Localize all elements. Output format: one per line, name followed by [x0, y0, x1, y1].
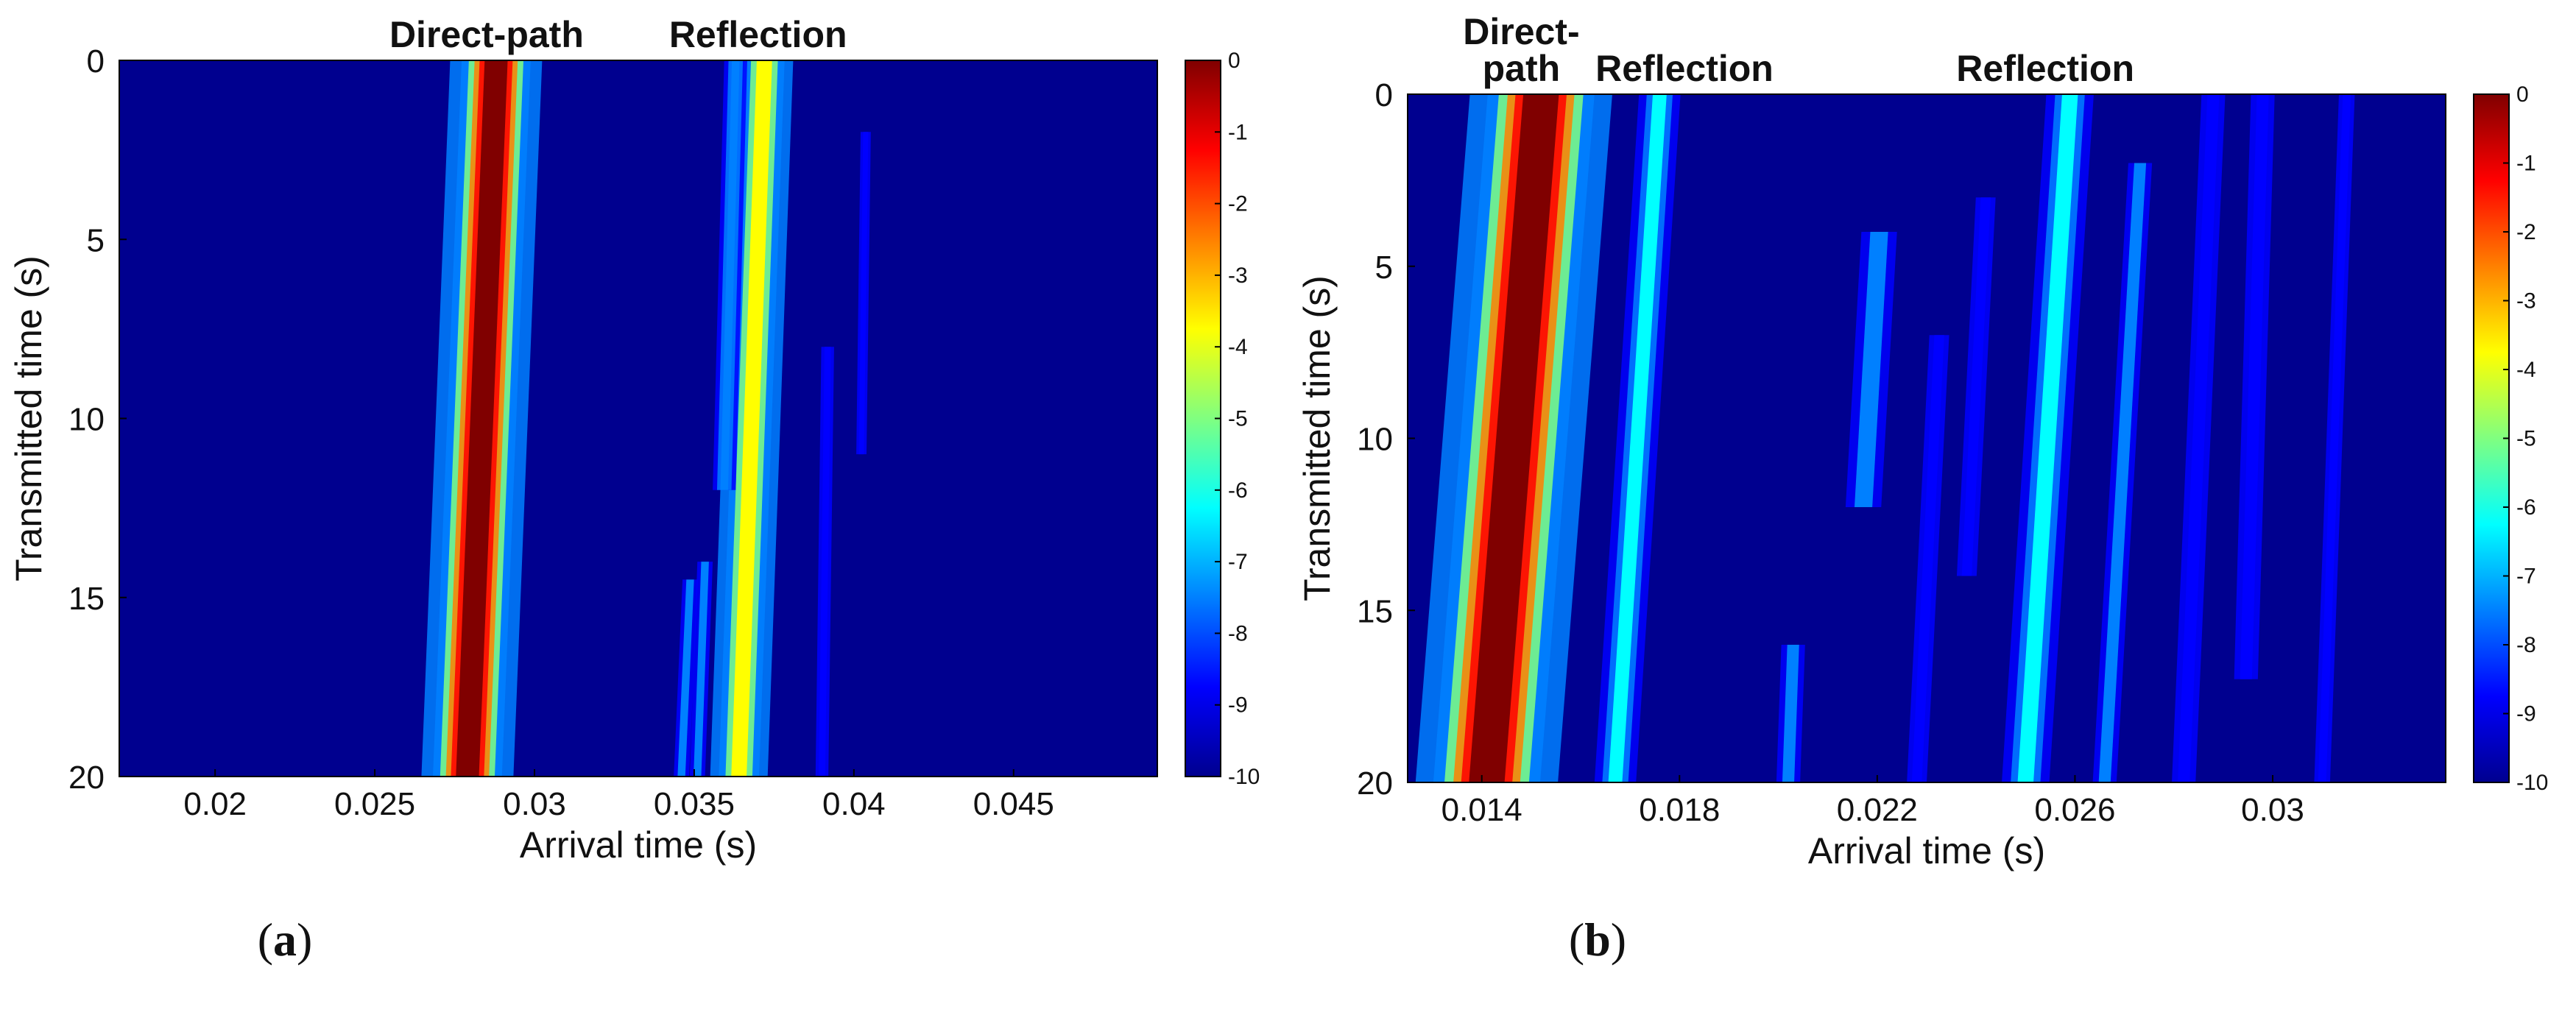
- x-tick-label: 0.014: [1441, 792, 1522, 828]
- trace-3-layer-1: [694, 562, 709, 777]
- x-tick-label: 0.045: [973, 786, 1054, 822]
- colorbar-tick-label: -9: [2516, 702, 2536, 726]
- x-tick-label: 0.018: [1639, 792, 1720, 828]
- trace-10-layer-1: [2318, 94, 2351, 782]
- colorbar-tick-label: -1: [2516, 152, 2536, 176]
- y-tick-label: 5: [87, 222, 105, 258]
- trace-6-layer-1: [1961, 197, 1991, 576]
- chart-a: 0.02 0.025 0.03 0.035 0.04 0.045 0 5 10 15 20 Arriv…: [8, 14, 1260, 866]
- x-axis-title: Arrival time (s): [1808, 830, 2045, 871]
- colorbar-tick-label: -6: [2516, 495, 2536, 520]
- y-tick-label: 5: [1375, 250, 1393, 286]
- colorbar-tick-label: -5: [1228, 407, 1248, 431]
- x-tick-label: 0.04: [822, 786, 886, 822]
- y-tick-label: 20: [1357, 765, 1393, 802]
- x-tick-label: 0.03: [503, 786, 566, 822]
- x-tick-label: 0.02: [183, 786, 247, 822]
- heatmap-traces: [1415, 94, 2355, 782]
- heatmap-traces: [421, 60, 871, 777]
- colorbar-tick-label: -10: [2516, 771, 2548, 795]
- y-tick-label: 15: [1357, 593, 1393, 629]
- colorbar-tick-label: -9: [1228, 693, 1248, 718]
- colorbar-tick-label: -3: [2516, 289, 2536, 314]
- y-axis-title: Transmitted time (s): [1296, 275, 1338, 601]
- colorbar-tick-label: 0: [1228, 49, 1241, 73]
- trace-2-layer-2: [720, 60, 740, 490]
- y-tick-label: 10: [68, 402, 105, 438]
- colorbar-tick-label: -8: [2516, 633, 2536, 657]
- trace-5-layer-1: [1911, 335, 1944, 782]
- annotation-reflection: Reflection: [1956, 48, 2134, 89]
- colorbar-tick-label: -6: [1228, 478, 1248, 503]
- panel-b: 0.014 0.018 0.022 0.026 0.03 0 5 10 15 20 Arrival …: [1288, 0, 2576, 1015]
- trace-0-layer-5: [1469, 94, 1559, 782]
- trace-5-layer-1: [858, 132, 869, 455]
- x-axis-title: Arrival time (s): [520, 824, 757, 866]
- colorbar-tick-label: -5: [2516, 427, 2536, 451]
- x-tick-label: 0.025: [334, 786, 415, 822]
- annotation-direct-path: Direct-: [1463, 11, 1579, 52]
- trace-8-layer-1: [2178, 94, 2220, 782]
- colorbar-tick-label: -10: [1228, 765, 1260, 789]
- annotation-reflection: Reflection: [669, 14, 847, 55]
- y-tick-label: 15: [68, 581, 105, 617]
- trace-1-layer-2: [1608, 94, 1667, 782]
- colorbar-tick-label: -8: [1228, 621, 1248, 646]
- x-tick-label: 0.026: [2034, 792, 2115, 828]
- y-tick-label: 0: [1375, 77, 1393, 113]
- trace-6-layer-1: [819, 347, 831, 777]
- colorbar-tick-label: -2: [2516, 220, 2536, 244]
- colorbar-tick-label: -4: [2516, 358, 2536, 382]
- annotation-reflection: Reflection: [1595, 48, 1774, 89]
- x-tick-label: 0.035: [654, 786, 735, 822]
- panel-label-b: (b): [1568, 913, 1627, 966]
- trace-3-layer-1: [1854, 232, 1888, 507]
- colorbar-tick-label: -2: [1228, 192, 1248, 216]
- trace-9-layer-1: [2240, 94, 2269, 679]
- annotation-direct-path-line2: path: [1483, 48, 1561, 89]
- colorbar-tick-label: -3: [1228, 264, 1248, 288]
- y-tick-label: 10: [1357, 422, 1393, 458]
- trace-4-layer-1: [1782, 645, 1799, 782]
- chart-b: 0.014 0.018 0.022 0.026 0.03 0 5 10 15 20 Arrival …: [1296, 11, 2548, 871]
- x-tick-label: 0.03: [2241, 792, 2304, 828]
- trace-0-layer-5: [456, 60, 508, 777]
- colorbar-tick-label: -4: [1228, 335, 1248, 359]
- panel-label-a: (a): [257, 913, 313, 966]
- y-tick-label: 0: [87, 43, 105, 79]
- colorbar-tick-label: 0: [2516, 82, 2529, 107]
- colorbar-tick-label: -7: [1228, 550, 1248, 574]
- y-tick-label: 20: [68, 760, 105, 796]
- x-tick-label: 0.022: [1837, 792, 1918, 828]
- trace-2-layer-2: [2017, 94, 2078, 782]
- trace-4-layer-1: [677, 579, 694, 777]
- y-axis-title: Transmitted time (s): [8, 255, 49, 581]
- trace-1-layer-3: [731, 60, 772, 777]
- panel-a: 0.02 0.025 0.03 0.035 0.04 0.045 0 5 10 15 20 Arriv…: [8, 14, 1260, 966]
- trace-7-layer-1: [2098, 163, 2147, 782]
- annotation-direct-path: Direct-path: [389, 14, 584, 55]
- colorbar-tick-label: -1: [1228, 120, 1248, 144]
- plot-background: [119, 60, 1157, 777]
- colorbar-tick-label: -7: [2516, 565, 2536, 589]
